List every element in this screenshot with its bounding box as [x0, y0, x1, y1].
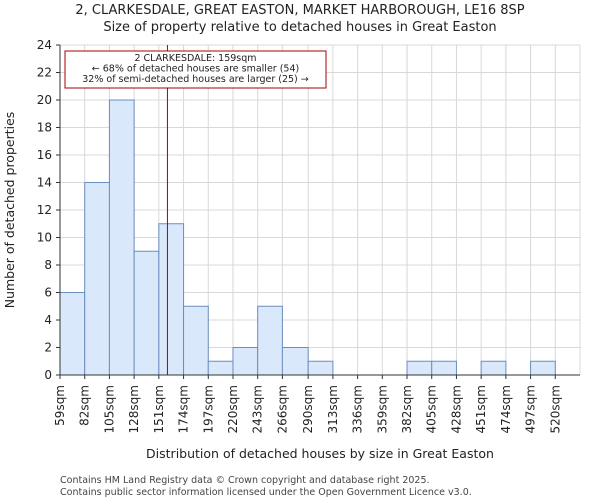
x-tick-label: 151sqm: [152, 385, 166, 433]
x-tick-label: 497sqm: [524, 385, 538, 433]
x-tick-label: 520sqm: [548, 385, 562, 433]
y-tick-label: 8: [44, 258, 52, 272]
bar-105sqm: [108, 99, 135, 376]
bars: [59, 99, 556, 376]
chart-subtitle: Size of property relative to detached ho…: [103, 20, 496, 35]
bar-382sqm: [406, 360, 433, 376]
x-tick-label: 59sqm: [53, 385, 67, 426]
annotation-line-3: 32% of semi-detached houses are larger (…: [82, 74, 309, 85]
y-tick-label: 14: [37, 176, 52, 190]
x-axis-label: Distribution of detached houses by size …: [146, 446, 494, 461]
bar-174sqm: [183, 305, 209, 376]
bar-451sqm: [480, 360, 507, 376]
footer-line-2: Contains public sector information licen…: [60, 487, 472, 498]
x-tick-label: 128sqm: [127, 385, 141, 433]
x-tick-label: 82sqm: [78, 385, 92, 426]
y-tick-label: 24: [37, 38, 52, 52]
x-tick-label: 382sqm: [400, 385, 414, 433]
y-tick-label: 10: [37, 231, 52, 245]
chart-title: 2, CLARKESDALE, GREAT EASTON, MARKET HAR…: [75, 3, 524, 18]
bar-220sqm: [232, 347, 259, 376]
x-tick-label: 336sqm: [351, 385, 365, 433]
bar-405sqm: [431, 360, 457, 376]
annotation-box: [64, 50, 327, 89]
bar-128sqm: [133, 250, 160, 376]
y-tick-label: 22: [37, 66, 52, 80]
annotation-line-1: 2 CLARKESDALE: 159sqm: [134, 53, 256, 64]
x-tick-label: 266sqm: [275, 385, 289, 433]
y-tick-label: 18: [37, 121, 52, 135]
y-tick-label: 4: [44, 313, 52, 327]
bar-290sqm: [307, 360, 334, 376]
y-tick-label: 2: [44, 341, 52, 355]
x-tick-label: 197sqm: [201, 385, 215, 433]
x-tick-label: 451sqm: [474, 385, 488, 433]
y-tick-label: 12: [37, 203, 52, 217]
x-tick-label: 105sqm: [102, 385, 116, 433]
x-tick-label: 359sqm: [375, 385, 389, 433]
bar-266sqm: [281, 347, 309, 376]
bar-82sqm: [84, 182, 110, 376]
property-marker: 2 CLARKESDALE: 159sqm← 68% of detached h…: [64, 45, 327, 375]
bar-197sqm: [207, 360, 234, 376]
y-tick-label: 16: [37, 148, 52, 162]
x-tick-label: 405sqm: [425, 385, 439, 433]
y-tick-label: 6: [44, 286, 52, 300]
footer-line-1: Contains HM Land Registry data © Crown c…: [60, 475, 430, 486]
x-tick-label: 428sqm: [449, 385, 463, 433]
y-axis-label: Number of detached properties: [2, 112, 17, 309]
x-tick-label: 474sqm: [499, 385, 513, 433]
y-tick-label: 0: [44, 368, 52, 382]
bar-497sqm: [530, 360, 556, 376]
x-tick-label: 243sqm: [251, 385, 265, 433]
bar-59sqm: [59, 292, 86, 376]
x-axis: 59sqm 82sqm 105sqm 128sqm 151sqm 174sqm 197sqm…: [53, 374, 580, 433]
x-tick-label: 290sqm: [301, 385, 315, 433]
annotation-line-2: ← 68% of detached houses are smaller (54…: [92, 64, 299, 75]
bar-243sqm: [257, 305, 283, 376]
bar-151sqm: [158, 223, 185, 376]
x-tick-label: 220sqm: [226, 385, 240, 433]
y-tick-label: 20: [37, 93, 52, 107]
x-tick-label: 174sqm: [177, 385, 191, 433]
x-tick-label: 313sqm: [326, 385, 340, 433]
